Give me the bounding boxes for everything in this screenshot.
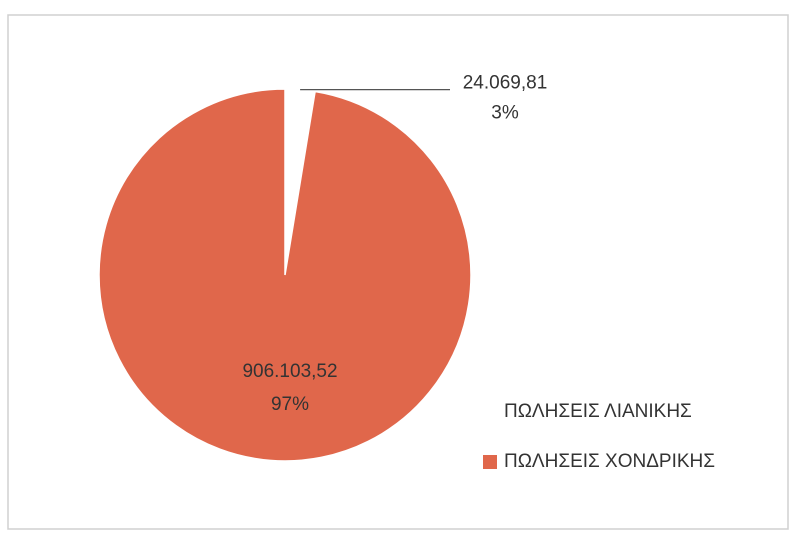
data-label: 906.103,52 <box>242 361 337 382</box>
legend-swatch <box>483 455 497 469</box>
percent-label: 3% <box>491 103 519 124</box>
data-label: 24.069,81 <box>463 73 548 94</box>
legend-label: ΠΩΛΗΣΕΙΣ ΧΟΝΔΡΙΚΗΣ <box>504 451 715 472</box>
legend-label: ΠΩΛΗΣΕΙΣ ΛΙΑΝΙΚΗΣ <box>504 401 692 422</box>
percent-label: 97% <box>271 394 309 415</box>
legend-swatch <box>483 405 497 419</box>
pie-slice <box>98 88 472 462</box>
